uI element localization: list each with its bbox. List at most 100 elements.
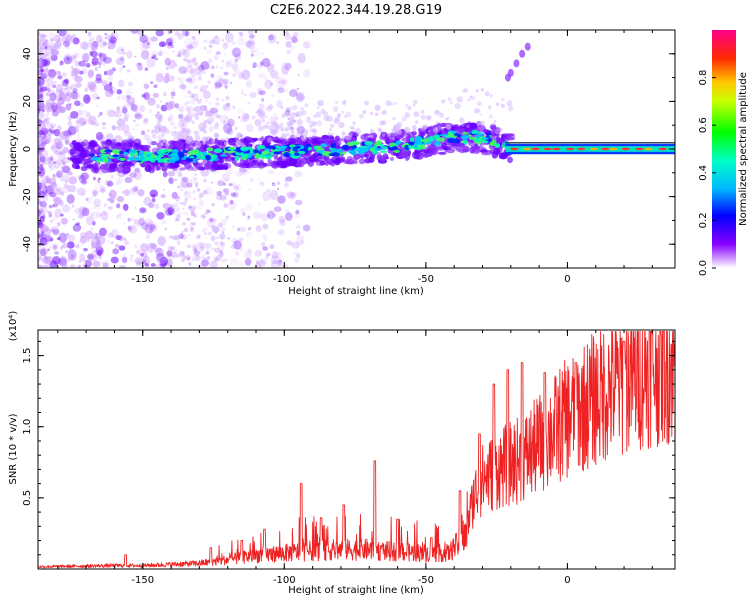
spectral-blob xyxy=(234,245,239,249)
spectral-blob xyxy=(78,117,87,126)
spectral-blob xyxy=(346,141,356,147)
spectral-blob xyxy=(71,39,78,46)
snr-panel: -150 -100 -50 00.51.01.5 Height of straight… xyxy=(8,311,676,596)
spectral-blob xyxy=(159,100,163,103)
spectral-blob xyxy=(214,241,219,246)
spectral-blob xyxy=(186,59,190,63)
spectral-blob xyxy=(167,206,175,216)
spectral-blob xyxy=(60,131,69,141)
spectral-blob xyxy=(123,164,129,173)
spectral-blob xyxy=(341,131,346,136)
spectral-blob xyxy=(462,131,469,135)
spectral-blob xyxy=(183,95,188,98)
spectral-blob xyxy=(180,179,189,188)
spectral-blob xyxy=(166,258,173,267)
spectral-blob xyxy=(245,40,252,48)
spectral-blob xyxy=(57,75,63,80)
spectral-blob xyxy=(217,180,225,187)
spectral-blob xyxy=(222,103,229,110)
spectral-blob xyxy=(479,113,482,116)
spectral-blob xyxy=(179,167,186,171)
spectral-blob xyxy=(161,164,168,172)
spectral-blob xyxy=(202,141,206,145)
spectral-blob xyxy=(225,96,229,100)
spectral-blob xyxy=(312,121,317,126)
spectral-blob xyxy=(247,30,255,36)
spectral-blob xyxy=(220,137,225,142)
spectral-blob xyxy=(289,45,295,51)
spectral-blob xyxy=(119,67,123,72)
spectral-blob xyxy=(445,124,452,130)
spectral-blob xyxy=(211,65,215,70)
spectral-blob xyxy=(59,62,63,66)
spectral-blob xyxy=(137,189,145,197)
spectral-blob xyxy=(174,140,185,148)
spectral-blob xyxy=(476,101,482,107)
spectral-blob xyxy=(239,207,247,214)
spectral-blob xyxy=(210,235,216,242)
spectral-blob xyxy=(454,102,461,110)
spectral-blob xyxy=(303,152,309,160)
spectral-blob xyxy=(264,254,270,260)
spectral-blob xyxy=(297,150,306,155)
spectral-blob xyxy=(486,132,491,136)
spectral-blob xyxy=(72,157,78,163)
spectral-blob xyxy=(98,52,103,57)
y-tick-label: 1.5 xyxy=(22,348,33,364)
spectral-blob xyxy=(45,46,50,50)
spectral-blob xyxy=(49,38,55,42)
spectral-blob xyxy=(231,62,239,71)
spectral-blob xyxy=(148,108,153,114)
spectral-blob xyxy=(263,76,269,82)
spectral-blob xyxy=(143,151,149,154)
spectral-blob xyxy=(174,103,180,109)
spectral-blob xyxy=(160,194,166,199)
spectral-blob xyxy=(286,132,290,136)
spectral-blob xyxy=(38,77,45,87)
spectral-blob xyxy=(223,42,228,48)
spectral-blob xyxy=(44,45,48,50)
spectral-blob xyxy=(188,196,192,199)
spectral-blob xyxy=(298,117,302,119)
spectral-blob xyxy=(85,117,93,125)
spectral-blob xyxy=(187,256,191,261)
spectral-blob xyxy=(246,231,253,237)
spectral-blob xyxy=(438,112,445,119)
spectral-blob xyxy=(115,235,122,241)
spectral-blob xyxy=(176,200,180,204)
spectral-blob xyxy=(172,88,175,91)
spectral-blob xyxy=(410,131,417,136)
spectral-blob xyxy=(91,211,99,220)
spectral-blob xyxy=(186,217,190,220)
spectral-blob xyxy=(207,80,211,84)
spectral-blob xyxy=(134,207,137,209)
spectral-blob xyxy=(255,112,258,115)
spectral-blob xyxy=(298,95,305,101)
spectral-blob xyxy=(188,262,192,266)
spectral-blob xyxy=(77,221,80,224)
spectral-blob xyxy=(107,232,114,238)
spectral-blob xyxy=(38,60,41,66)
spectral-blob xyxy=(129,152,134,158)
spectral-blob xyxy=(100,185,106,191)
spectral-blob xyxy=(206,209,211,214)
spectral-blob xyxy=(66,56,70,61)
spectral-blob xyxy=(195,184,198,188)
spectral-blob xyxy=(173,134,180,143)
spectral-blob xyxy=(180,188,183,192)
spectral-blob xyxy=(232,181,235,185)
spectral-blob xyxy=(296,235,305,246)
spectral-blob xyxy=(291,241,300,249)
spectral-blob xyxy=(309,120,316,127)
spectral-blob xyxy=(38,93,44,103)
spectral-blob xyxy=(300,240,304,244)
spectral-blob xyxy=(40,114,49,122)
spectral-blob xyxy=(176,218,180,222)
spectral-blob xyxy=(215,65,219,69)
spectral-blob xyxy=(44,139,50,144)
spectral-blob xyxy=(177,76,181,81)
spectral-blob xyxy=(97,255,103,259)
spectral-blob xyxy=(157,158,164,163)
spectral-blob xyxy=(79,206,87,216)
spectral-blob xyxy=(157,116,162,121)
